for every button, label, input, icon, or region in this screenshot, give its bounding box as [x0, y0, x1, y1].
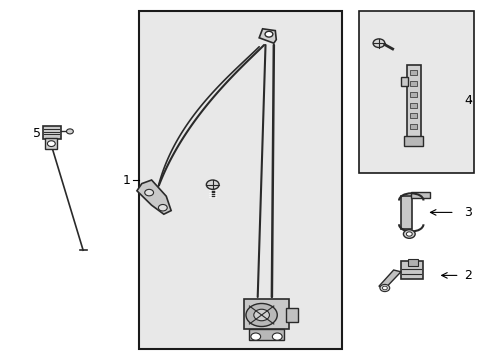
Polygon shape	[137, 180, 171, 214]
Text: 2: 2	[464, 269, 471, 282]
Bar	[409, 92, 416, 97]
Text: 3: 3	[464, 206, 471, 219]
Bar	[404, 136, 422, 146]
Circle shape	[403, 230, 414, 238]
Circle shape	[406, 232, 411, 236]
Bar	[409, 124, 416, 129]
Bar	[409, 113, 416, 118]
Circle shape	[144, 189, 153, 196]
Bar	[406, 65, 420, 137]
Bar	[409, 103, 416, 108]
Bar	[410, 192, 429, 198]
Polygon shape	[378, 270, 400, 290]
Bar	[409, 70, 416, 75]
Polygon shape	[259, 29, 276, 43]
Bar	[400, 261, 422, 279]
Circle shape	[372, 39, 384, 48]
Bar	[244, 299, 288, 329]
Text: 4: 4	[464, 94, 471, 107]
Circle shape	[253, 309, 269, 321]
Bar	[400, 196, 411, 229]
Bar	[249, 329, 283, 340]
Bar	[409, 81, 416, 86]
Circle shape	[245, 303, 277, 327]
Circle shape	[206, 180, 219, 189]
Bar	[400, 77, 407, 86]
Circle shape	[158, 204, 167, 211]
Circle shape	[379, 284, 389, 292]
Bar	[285, 308, 298, 322]
Text: 1: 1	[122, 174, 130, 186]
Bar	[139, 11, 342, 349]
Circle shape	[66, 129, 73, 134]
Text: 5: 5	[33, 127, 41, 140]
Bar	[359, 11, 473, 173]
Bar	[45, 138, 57, 149]
Circle shape	[272, 333, 282, 340]
Bar	[407, 259, 417, 266]
Bar	[42, 126, 61, 139]
Circle shape	[264, 31, 272, 37]
Circle shape	[47, 141, 55, 147]
Circle shape	[250, 333, 260, 340]
Circle shape	[382, 286, 386, 290]
